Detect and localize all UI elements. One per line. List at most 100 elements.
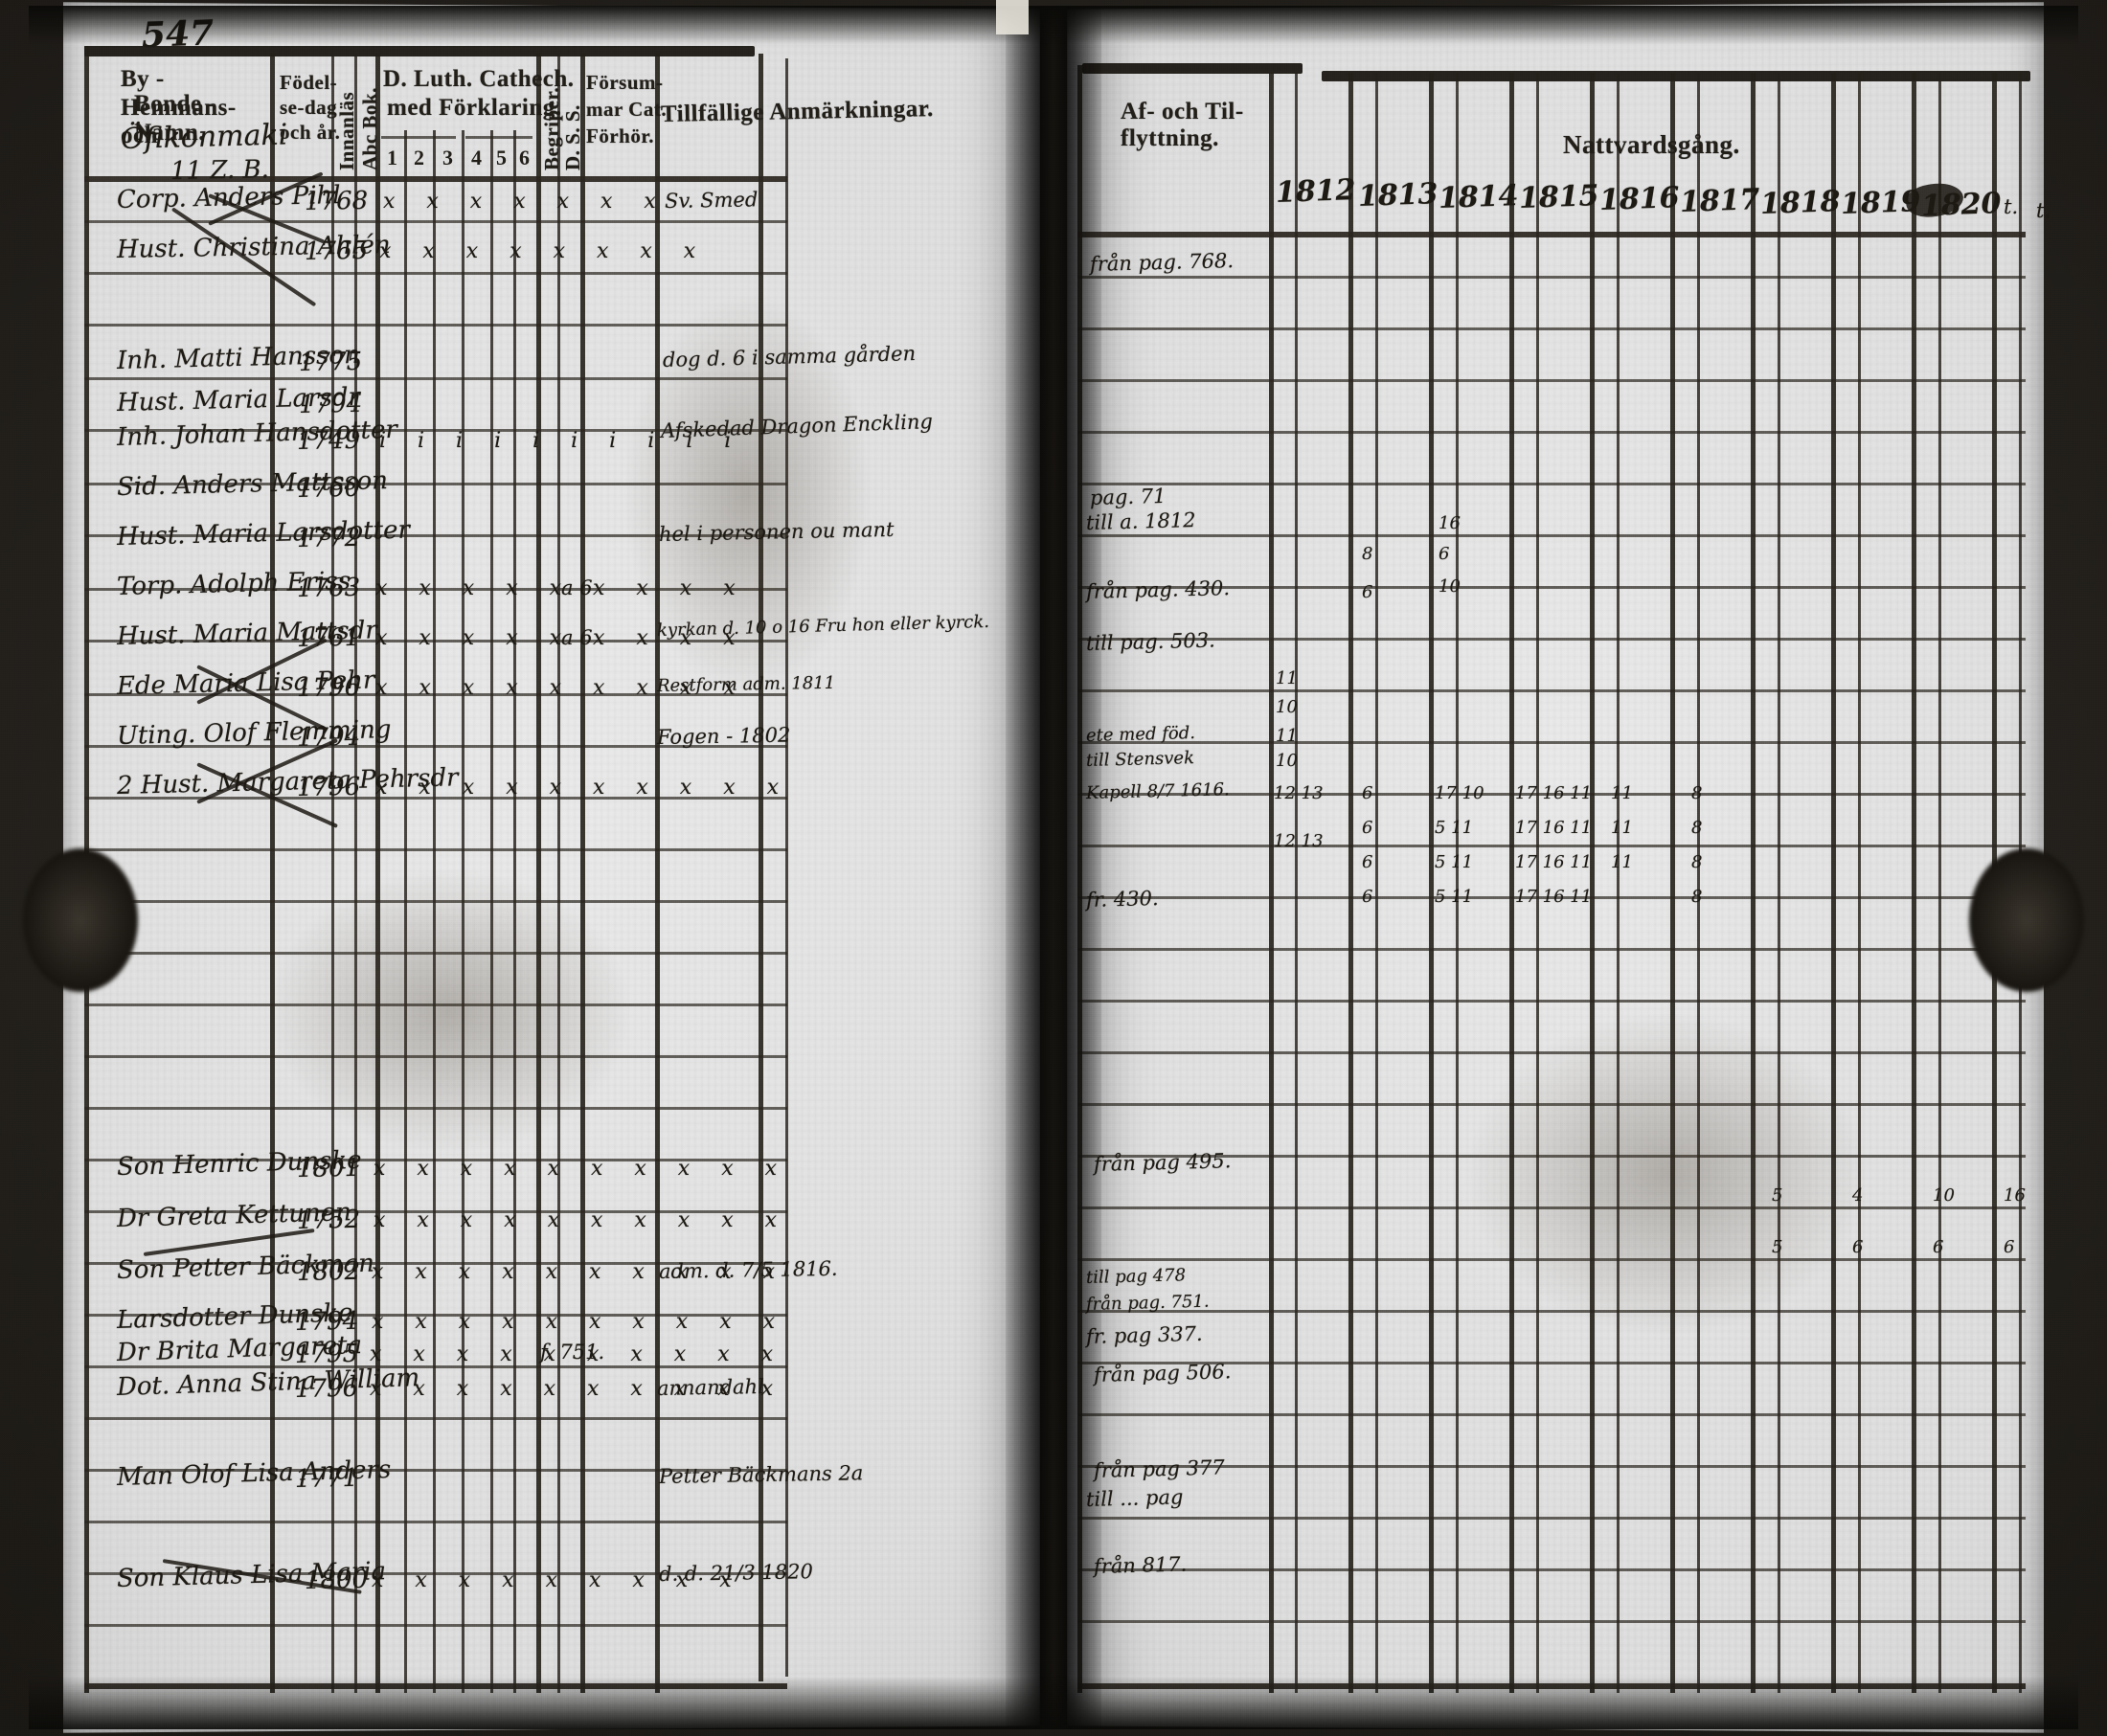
row-dss: a 6: [561, 626, 593, 649]
col-header-birth-line3: och år.: [280, 121, 341, 144]
nattvard-entry: 6: [1439, 544, 1450, 564]
row-birth: 1775: [298, 347, 363, 377]
nattvard-entry: 8: [1691, 818, 1703, 838]
row-note: hel i personen ou mant: [658, 517, 895, 546]
flyttning-note: ete med föd.: [1085, 723, 1196, 746]
flyttning-note: till Stensvek: [1085, 748, 1195, 771]
year-header: 1813: [1357, 177, 1439, 214]
flyttning-note: pag. 71: [1089, 484, 1167, 509]
nattvard-entry: 16: [2004, 1185, 2026, 1206]
col-header-abcbok: Abc Bok.: [358, 87, 381, 170]
village-subheading: 11 Z. B.: [170, 155, 270, 186]
page-clip: [996, 0, 1029, 34]
nattvard-entry: 12 13: [1274, 831, 1324, 851]
nattvard-entry: 6: [1933, 1237, 1944, 1257]
nattvard-entry: 17 10: [1435, 783, 1484, 803]
nattvard-entry: 17 16 11: [1515, 887, 1593, 907]
year-header: 1817: [1679, 183, 1761, 219]
nattvard-entry: 6: [1852, 1237, 1864, 1257]
nattvard-entry: 6: [1362, 818, 1373, 838]
col-header-birth-line1: Födel-: [280, 71, 338, 94]
nattvard-entry: 5: [1772, 1185, 1783, 1206]
nattvard-entry: 11: [1611, 783, 1633, 803]
nattvard-entry: 8: [1691, 887, 1703, 907]
nattvard-entry: 5: [1772, 1237, 1783, 1257]
catech-num-5: 5: [496, 146, 507, 169]
col-header-nattvardsgang: Nattvardsgång.: [1563, 130, 1740, 159]
row-birth: 1765: [304, 236, 369, 266]
nattvard-entry: 17 16 11: [1515, 783, 1593, 803]
nattvard-entry: 17 16 11: [1515, 852, 1593, 872]
row-ticks: x x x x x x x x x: [375, 626, 748, 650]
nattvard-entry: 5 11: [1435, 887, 1474, 907]
flyttning-note: från pag. 768.: [1089, 249, 1235, 276]
flyttning-note: från pag 377: [1093, 1455, 1225, 1482]
col-header-names-line2: Bonde - Namn.: [134, 91, 217, 146]
nattvard-entry: 10: [1439, 576, 1461, 597]
flyttning-note: fr. pag 337.: [1085, 1321, 1203, 1348]
year-header: 1814: [1438, 179, 1520, 215]
col-header-flyttning-line2: flyttning.: [1121, 125, 1219, 151]
nattvard-entry: 10: [1276, 697, 1298, 717]
nattvard-entry: 17 16 11: [1515, 818, 1593, 838]
row-birth: 1802: [296, 1256, 361, 1287]
nattvard-entry: 8: [1691, 852, 1703, 872]
open-book: 547: [23, 2, 2084, 1733]
col-header-forsummar-line1: Försum-: [586, 71, 664, 94]
flyttning-note: från 817.: [1093, 1552, 1188, 1578]
row-ticks: i i i i i i i i i i: [379, 429, 744, 453]
row-note: annandahl: [656, 1375, 765, 1400]
nattvard-entry: 6: [1362, 582, 1373, 602]
nattvard-entry: 8: [1691, 783, 1703, 803]
row-ticks: x x x x x x x x x x: [375, 776, 792, 800]
row-ticks: x x x x x x x x x: [375, 576, 748, 600]
flyttning-note: Kapell 8/7 1616.: [1085, 779, 1231, 803]
row-note: d. d. 21/3 1820: [658, 1560, 814, 1586]
nattvard-entry: 6: [1362, 783, 1373, 803]
row-ticks: x x x x x x x x x: [375, 676, 748, 700]
row-birth: 1796: [296, 772, 361, 802]
col-header-forsummar-line2: mar Cat.: [586, 98, 668, 121]
nattvard-entry: 6: [2004, 1237, 2015, 1257]
catech-num-2: 2: [414, 146, 424, 169]
row-note: Petter Bäckmans 2a: [658, 1461, 864, 1488]
nattvard-entry: 5 11: [1435, 818, 1474, 838]
col-header-birth-line2: se-dag: [280, 96, 338, 119]
nattvard-entry: 5 11: [1435, 852, 1474, 872]
scanner-clamp-left: [23, 848, 138, 992]
row-ticks: x x x x x x x x x x: [374, 1157, 790, 1181]
nattvard-entry: 10: [1276, 751, 1298, 771]
col-header-dss: D. S. S.: [561, 104, 584, 170]
flyttning-note: till pag. 503.: [1085, 628, 1216, 655]
row-birth: 1794: [298, 389, 363, 419]
nattvard-entry: 8: [1362, 544, 1373, 564]
row-ticks: x x x x x x x x x x: [372, 1310, 788, 1334]
scanner-clamp-right: [1969, 848, 2084, 992]
col-header-innanlas: Innanläs: [335, 91, 358, 170]
flyttning-note: fr. 430.: [1085, 887, 1159, 912]
nattvard-entry: 11: [1611, 852, 1633, 872]
page-number: 547: [141, 12, 215, 56]
flyttning-note: till ... pag: [1085, 1485, 1184, 1511]
col-header-catech-line2: med Förklaring.: [387, 95, 562, 121]
catech-num-4: 4: [471, 146, 482, 169]
row-birth: 1772: [296, 523, 361, 553]
year-header: 1818: [1759, 185, 1842, 221]
catech-num-1: 1: [387, 146, 397, 169]
nattvard-entry: 4: [1852, 1185, 1864, 1206]
row-ticks: x x x x x x x: [383, 190, 668, 214]
col-header-catech-line1: D. Luth. Cathech.: [383, 66, 575, 92]
row-ticks: x x x x x x x x x x: [374, 1208, 790, 1232]
col-header-anmarkningar: Tillfällige Anmärkningar.: [660, 96, 935, 127]
nattvard-entry: 6: [1362, 852, 1373, 872]
catech-num-3: 3: [442, 146, 453, 169]
flyttning-note: från pag. 751.: [1085, 1291, 1210, 1315]
row-birth: 1796: [296, 672, 361, 703]
flyttning-note: från pag. 430.: [1085, 576, 1231, 603]
row-note: adm. d. 7/5 1816.: [658, 1256, 838, 1283]
row-note: Sv. Smed: [664, 188, 759, 213]
nattvard-entry: 11: [1276, 668, 1298, 688]
row-ticks: x x x x x x x x x: [372, 1568, 744, 1592]
row-ticks: x x x x x x x x x x: [372, 1260, 788, 1284]
